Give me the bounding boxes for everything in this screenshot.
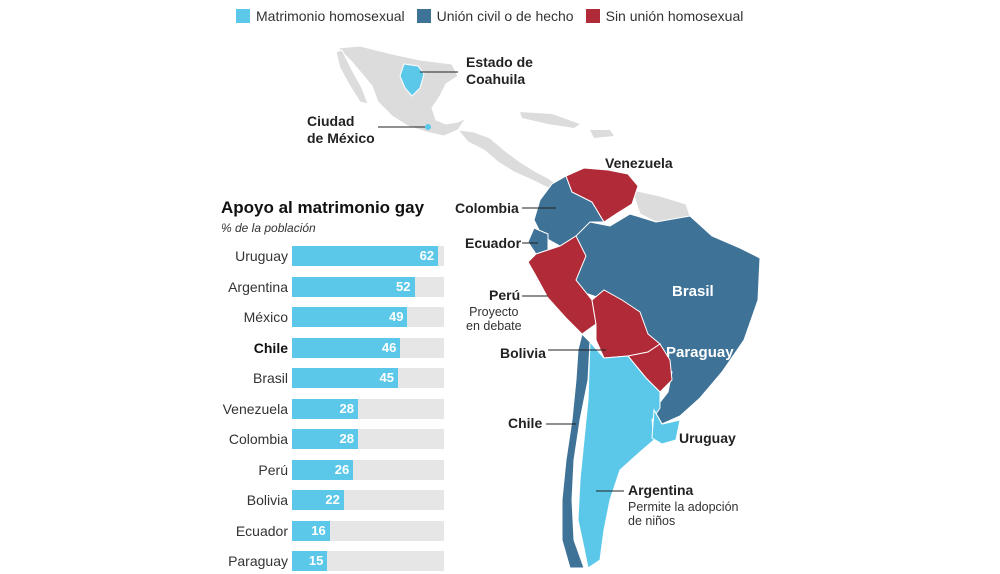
bar-category-label: Uruguay bbox=[235, 248, 288, 264]
bar-category-label: Colombia bbox=[228, 431, 288, 447]
chart-subtitle: % de la población bbox=[221, 221, 316, 235]
label-paraguay: Paraguay bbox=[666, 344, 734, 361]
coahuila-region bbox=[399, 63, 425, 97]
bar-row: Colombia 28 bbox=[0, 429, 450, 449]
bar-row: Paraguay 15 bbox=[0, 551, 450, 571]
bar-category-label: Bolivia bbox=[246, 492, 288, 508]
bar-track: 28 bbox=[292, 398, 444, 419]
bar-value-label: 16 bbox=[311, 522, 326, 538]
baja-california-region bbox=[335, 49, 369, 105]
label-colombia: Colombia bbox=[455, 200, 519, 216]
bar-track: 62 bbox=[292, 246, 444, 266]
legend-item-no-union: Sin unión homosexual bbox=[585, 8, 744, 24]
hispaniola-region bbox=[590, 130, 614, 138]
bar-category-label: México bbox=[243, 309, 288, 325]
chart-title: Apoyo al matrimonio gay bbox=[221, 198, 425, 217]
legend-item-civil-union: Unión civil o de hecho bbox=[416, 8, 574, 24]
bar-track: 49 bbox=[292, 307, 444, 327]
label-argentina-note: Permite la adopción de niños bbox=[628, 500, 739, 528]
bar-category-label: Chile bbox=[253, 339, 288, 356]
label-cdmx: Ciudad de México bbox=[307, 113, 375, 146]
bar-row: Argentina 52 bbox=[0, 276, 450, 297]
legend-label-marriage: Matrimonio homosexual bbox=[256, 8, 405, 24]
legend-swatch-no-union bbox=[585, 9, 600, 23]
bar bbox=[292, 276, 415, 297]
bar-value-label: 28 bbox=[339, 400, 354, 416]
bar-value-label: 45 bbox=[379, 370, 395, 385]
bar-track: 28 bbox=[292, 429, 444, 449]
bar-track: 22 bbox=[292, 490, 444, 510]
legend-item-marriage: Matrimonio homosexual bbox=[236, 8, 405, 24]
label-uruguay: Uruguay bbox=[679, 430, 736, 446]
bar-track: 15 bbox=[292, 551, 444, 571]
bar-category-label: Venezuela bbox=[222, 400, 288, 417]
bar-value-label: 49 bbox=[388, 309, 404, 324]
bar-value-label: 28 bbox=[339, 431, 354, 446]
label-peru-note: Proyecto en debate bbox=[466, 305, 522, 333]
legend-label-civil-union: Unión civil o de hecho bbox=[436, 8, 574, 24]
bar-value-label: 46 bbox=[381, 339, 397, 355]
bar bbox=[292, 520, 330, 541]
label-chile: Chile bbox=[508, 415, 543, 431]
bar bbox=[292, 307, 408, 327]
label-venezuela: Venezuela bbox=[605, 155, 673, 171]
bar-category-label: Ecuador bbox=[235, 522, 288, 539]
bar bbox=[292, 429, 358, 449]
mexico-region bbox=[336, 45, 468, 137]
bar-track: 46 bbox=[292, 337, 444, 358]
uruguay-region bbox=[651, 408, 681, 445]
bar-category-label: Paraguay bbox=[228, 553, 288, 569]
bar bbox=[292, 551, 328, 571]
bar-row: Venezuela 28 bbox=[0, 398, 450, 419]
bar-row: México 49 bbox=[0, 307, 450, 327]
bar bbox=[292, 490, 344, 510]
bar-track: 45 bbox=[292, 368, 444, 388]
legend: Matrimonio homosexual Unión civil o de h… bbox=[236, 6, 743, 26]
venezuela-region bbox=[565, 167, 639, 223]
label-argentina: Argentina bbox=[628, 482, 694, 498]
bar-category-label: Brasil bbox=[252, 370, 288, 386]
label-ecuador: Ecuador bbox=[465, 235, 522, 251]
bar bbox=[292, 337, 401, 358]
bar-row: Ecuador 16 bbox=[0, 520, 450, 541]
bar-track: 16 bbox=[292, 520, 444, 541]
bar-category-label: Argentina bbox=[228, 278, 288, 295]
chile-region bbox=[561, 333, 591, 569]
bar-value-label: 22 bbox=[325, 492, 340, 507]
bar-value-label: 62 bbox=[419, 248, 435, 263]
argentina-region bbox=[577, 340, 661, 569]
bar-category-label: Perú bbox=[258, 461, 288, 478]
bar-value-label: 26 bbox=[334, 461, 350, 477]
bar bbox=[292, 398, 358, 419]
bar-track: 26 bbox=[292, 459, 444, 480]
label-coahuila: Estado de Coahuila bbox=[466, 54, 533, 87]
bar-row: Brasil 45 bbox=[0, 368, 450, 388]
label-brasil: Brasil bbox=[672, 283, 714, 300]
bar-row: Uruguay 62 bbox=[0, 246, 450, 266]
bar bbox=[292, 368, 399, 388]
bar-value-label: 52 bbox=[396, 278, 411, 294]
bar-row: Bolivia 22 bbox=[0, 490, 450, 510]
cuba-region bbox=[520, 112, 580, 128]
bar-track: 52 bbox=[292, 276, 444, 297]
label-peru: Perú bbox=[489, 287, 521, 303]
bar bbox=[292, 246, 439, 266]
legend-swatch-civil-union bbox=[416, 9, 431, 23]
bar-row: Chile 46 bbox=[0, 337, 450, 358]
legend-label-no-union: Sin unión homosexual bbox=[605, 8, 744, 24]
legend-swatch-marriage bbox=[236, 9, 250, 23]
bar bbox=[292, 459, 354, 480]
cdmx-dot bbox=[425, 124, 431, 130]
bar-value-label: 15 bbox=[308, 553, 324, 568]
bar-row: Perú 26 bbox=[0, 459, 450, 480]
label-bolivia: Bolivia bbox=[500, 345, 546, 361]
